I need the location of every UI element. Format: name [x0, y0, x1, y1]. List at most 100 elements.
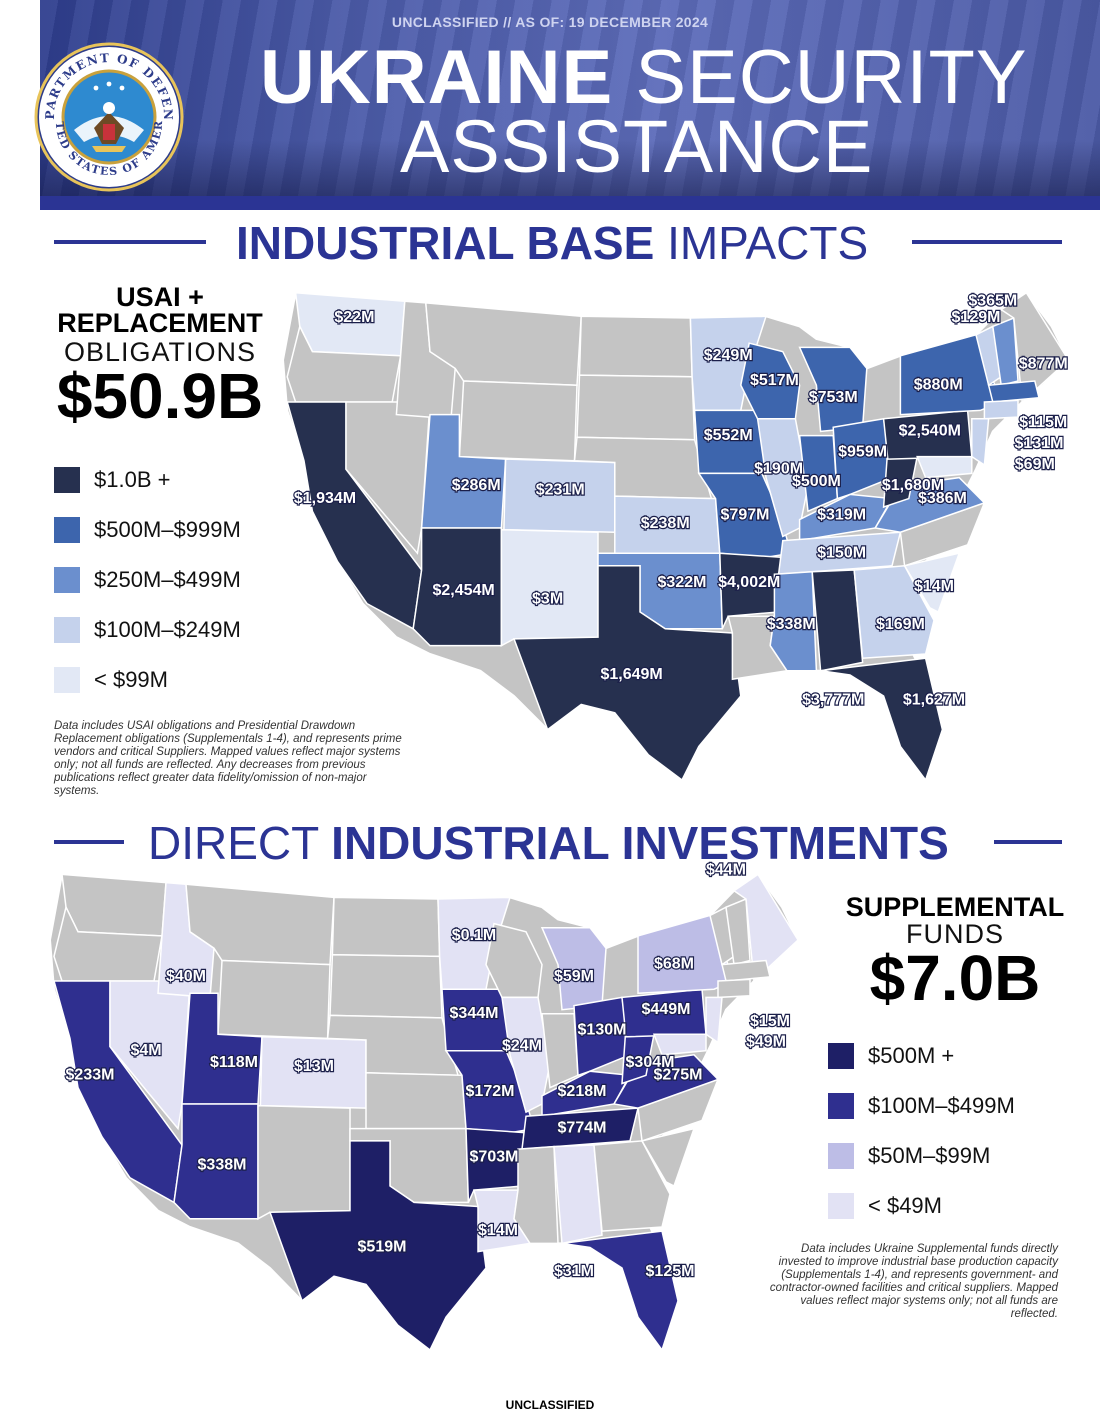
- section2-note: Data includes Ukraine Supplemental funds…: [769, 1243, 1058, 1320]
- header-banner: UNCLASSIFIED // AS OF: 19 DECEMBER 2024 …: [0, 0, 1100, 198]
- state-oh: [573, 996, 631, 1077]
- state-al: [553, 1144, 603, 1245]
- state-tx: [512, 565, 742, 782]
- state-sc: [903, 552, 961, 614]
- state-me: [999, 291, 1070, 404]
- state-value-ca: $1,934M: [294, 490, 356, 507]
- state-value-co: $13M: [294, 1058, 334, 1075]
- state-value-mn: $0.1M: [452, 927, 496, 944]
- section1-title: INDUSTRIAL BASE IMPACTS: [236, 218, 868, 268]
- state-value-ia: $552M: [704, 427, 753, 444]
- state-value-nj: $15M: [750, 1013, 790, 1030]
- state-ar: [465, 1127, 527, 1203]
- state-value-vt: $129M: [952, 309, 1001, 326]
- state-value-ca: $233M: [66, 1066, 115, 1083]
- legend-swatch: [828, 1143, 854, 1169]
- state-sc: [640, 1127, 696, 1188]
- classification-top: UNCLASSIFIED // AS OF: 19 DECEMBER 2024: [391, 14, 709, 30]
- state-wy: [217, 959, 331, 1040]
- dod-seal-logo: DEPARTMENT OF DEFENSE UNITED STATES OF A…: [34, 42, 184, 192]
- section1-title-bold: INDUSTRIAL BASE: [236, 217, 655, 269]
- state-value-ct: $115M: [1019, 414, 1067, 431]
- state-value-fl: $1,627M: [903, 691, 965, 708]
- state-nj: [705, 996, 723, 1044]
- state-value-ok: $322M: [658, 574, 707, 591]
- state-value-ar: $4,002M: [718, 574, 780, 591]
- state-value-md: $69M: [1015, 456, 1055, 473]
- state-value-nv: $4M: [130, 1042, 161, 1059]
- legend-label: $1.0B +: [94, 467, 171, 492]
- state-value-ia: $344M: [450, 1005, 499, 1022]
- state-fl: [820, 657, 944, 782]
- state-value-mo: $172M: [466, 1083, 515, 1100]
- state-value-wa: $22M: [334, 309, 374, 326]
- state-value-va: $275M: [654, 1066, 703, 1083]
- state-value-ky: $218M: [558, 1083, 607, 1100]
- state-value-ut: $286M: [452, 477, 501, 494]
- state-value-tn: $150M: [817, 544, 866, 561]
- state-value-az: $2,454M: [432, 582, 494, 599]
- state-value-va: $386M: [918, 490, 967, 507]
- state-value-fl: $125M: [646, 1263, 695, 1280]
- state-ar: [719, 552, 784, 630]
- legend-label: $100M–$499M: [868, 1093, 1015, 1118]
- legend-swatch: [54, 467, 80, 493]
- section1-total-value: $50.9B: [56, 360, 264, 432]
- section1-total-label-1: USAI +: [116, 282, 204, 312]
- state-az: [412, 527, 503, 647]
- state-ga: [853, 565, 935, 659]
- legend-label: $500M +: [868, 1043, 955, 1068]
- section2-title-rest: DIRECT: [148, 817, 319, 869]
- header-bottom-bar: [40, 196, 1100, 210]
- state-value-wi: $517M: [750, 372, 799, 389]
- state-value-tx: $519M: [358, 1239, 407, 1256]
- state-value-pa: $2,540M: [899, 423, 961, 440]
- title-line-1: UKRAINE SECURITY: [260, 40, 1028, 116]
- state-value-ks: $238M: [641, 515, 690, 532]
- state-value-ga: $169M: [876, 616, 925, 633]
- state-sd: [576, 374, 696, 441]
- state-az: [173, 1103, 259, 1220]
- state-value-wv: $1,680M: [882, 477, 944, 494]
- state-value-id: $40M: [166, 968, 206, 985]
- legend-swatch: [54, 567, 80, 593]
- state-value-pa: $449M: [642, 1001, 691, 1018]
- state-ms: [513, 1145, 559, 1245]
- state-md: [916, 455, 973, 479]
- section1-total-label-3: OBLIGATIONS: [63, 337, 257, 367]
- state-nj: [971, 418, 990, 467]
- state-ma: [721, 959, 771, 982]
- state-nh: [991, 316, 1019, 387]
- state-ct: [717, 978, 751, 999]
- legend-label: < $99M: [94, 667, 168, 692]
- state-value-ny: $880M: [914, 376, 963, 393]
- classification-bottom: UNCLASSIFIED: [505, 1398, 595, 1412]
- state-value-sc: $14M: [914, 578, 954, 595]
- state-value-ar: $703M: [470, 1148, 519, 1165]
- state-value-mi: $753M: [809, 389, 858, 406]
- industrial-base-map: $22M $1,934M $2,454M $286M $231M $3M $1,649M $2…: [281, 291, 1070, 783]
- section2-total-label-1: SUPPLEMENTAL: [845, 892, 1065, 922]
- title-rest: SECURITY: [635, 35, 1028, 120]
- state-wy: [458, 380, 578, 462]
- state-nd: [578, 315, 693, 378]
- left-margin: [0, 0, 40, 1416]
- state-ks: [365, 1072, 467, 1130]
- state-value-ny: $68M: [654, 956, 694, 973]
- state-tn: [777, 531, 902, 576]
- legend-label: $100M–$249M: [94, 617, 241, 642]
- state-ma: [987, 380, 1040, 403]
- state-value-al: $3,777M: [802, 691, 864, 708]
- legend-label: $250M–$499M: [94, 567, 241, 592]
- state-nm: [257, 1104, 351, 1221]
- state-value-il: $190M: [754, 460, 803, 477]
- state-sd: [329, 954, 443, 1019]
- state-mo: [697, 472, 793, 559]
- state-value-md: $49M: [746, 1034, 786, 1051]
- legend-swatch: [54, 617, 80, 643]
- state-nd: [331, 896, 441, 958]
- state-tx: [268, 1140, 487, 1352]
- section2-rule-right: [994, 840, 1062, 844]
- header-shade: [0, 140, 1100, 198]
- legend-label: < $49M: [868, 1193, 942, 1218]
